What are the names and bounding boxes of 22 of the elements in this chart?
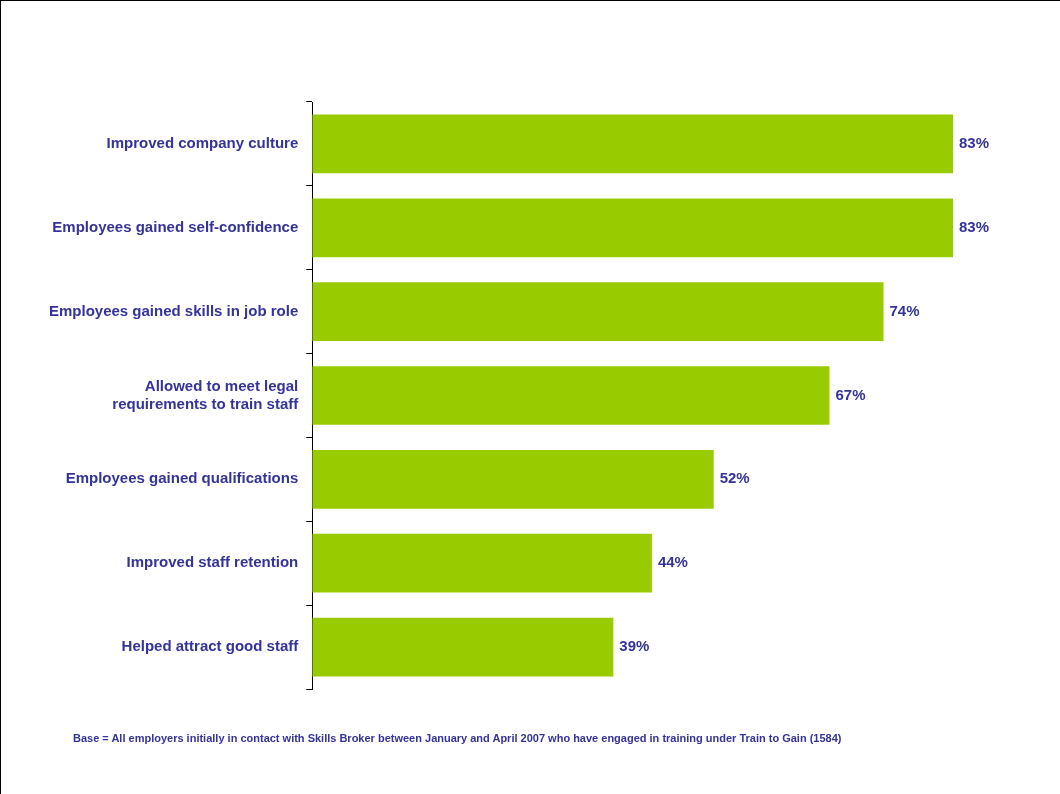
- text: Base = All employers initially in contact with Skills Broker between January and April 2007 who have engaged in training under Train to Gain (1584): [73, 731, 843, 745]
- data-label: 52%: [719, 469, 750, 487]
- bar: [312, 533, 652, 593]
- y-tick-label: Improved company culture: [106, 134, 299, 152]
- bar: [312, 114, 953, 174]
- data-label: 39%: [619, 637, 650, 655]
- data-label: 83%: [959, 217, 990, 235]
- y-tick-label: Employees gained qualifications: [65, 469, 299, 487]
- y-tick-label: Employees gained skills in job role: [48, 301, 299, 319]
- bar: [312, 450, 714, 509]
- data-label: 74%: [889, 301, 920, 319]
- y-tick-label: Improved staff retention: [126, 553, 299, 571]
- bar: [312, 366, 830, 425]
- bar: [312, 198, 953, 258]
- bar: [312, 282, 884, 341]
- y-tick-label: Helped attract good staff: [121, 637, 300, 655]
- data-label: 44%: [657, 553, 688, 571]
- data-label: 67%: [835, 385, 866, 403]
- data-label: 83%: [959, 134, 990, 152]
- y-tick-label: Allowed to meet legal requirements to train staff: [112, 376, 300, 412]
- bar: [312, 617, 614, 677]
- y-tick-label: Employees gained self-confidence: [52, 217, 299, 235]
